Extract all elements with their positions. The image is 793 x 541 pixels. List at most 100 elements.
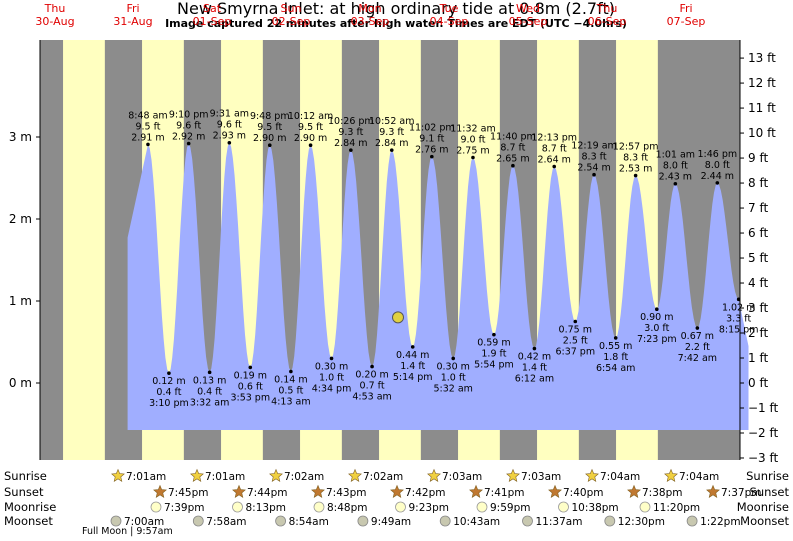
day-of-week: Thu xyxy=(596,2,618,15)
high-tide-ft: 9.5 ft xyxy=(298,122,323,133)
right-tick-label: −3 ft xyxy=(748,451,779,465)
axes: 0 m 1 m 2 m 3 m 13 ft 12 ft 11 ft 10 ft 9 ft 8 ft… xyxy=(9,40,779,465)
low-tide-ft: 1.0 ft xyxy=(319,372,344,383)
high-tide-point xyxy=(430,154,434,159)
low-tide-point xyxy=(655,307,659,312)
moonset-icon xyxy=(686,515,698,527)
day-date: 31-Aug xyxy=(113,15,152,28)
day-of-week: Mon xyxy=(358,2,381,15)
sunrise-time: 7:02am xyxy=(284,471,324,483)
high-tide-point xyxy=(471,155,475,160)
high-tide-time: 11:40 pm xyxy=(490,132,536,143)
moonset-time: 9:49am xyxy=(371,516,411,528)
moonrise-time: 8:13pm xyxy=(246,502,286,514)
low-tide-time: 4:13 am xyxy=(271,397,310,408)
sunset-icon xyxy=(548,484,562,498)
sunrise-time: 7:03am xyxy=(442,471,482,483)
right-tick-label: 0 ft xyxy=(748,376,768,390)
high-tide-ft: 9.1 ft xyxy=(419,134,444,145)
high-tide-point xyxy=(186,141,191,146)
high-tide-time: 11:02 pm xyxy=(409,123,455,134)
low-tide-ft: 2.2 ft xyxy=(685,342,710,353)
high-tide-ft: 9.0 ft xyxy=(460,135,485,146)
current-level-marker xyxy=(392,311,404,324)
moonrise-icon xyxy=(558,501,569,513)
sunset-time: 7:44pm xyxy=(247,487,287,499)
right-tick-label: 1 ft xyxy=(748,351,768,365)
low-tide-ft: 2.5 ft xyxy=(563,336,588,347)
high-tide-m: 2.91 m xyxy=(131,132,164,143)
day-of-week: Fri xyxy=(679,2,692,15)
low-tide-ft: 0.7 ft xyxy=(360,381,385,392)
high-tide-point xyxy=(673,181,678,186)
moonset-time: 11:37am xyxy=(536,516,583,528)
tide-area xyxy=(127,142,749,430)
day-of-week: Thu xyxy=(44,2,66,15)
right-tick-label: 6 ft xyxy=(748,226,768,240)
high-tide-m: 2.92 m xyxy=(172,132,205,143)
right-tick-label: 9 ft xyxy=(748,151,768,165)
high-tide-m: 2.44 m xyxy=(701,171,734,182)
high-tide-m: 2.43 m xyxy=(659,172,692,183)
low-tide-point xyxy=(532,346,537,351)
high-tide-m: 2.75 m xyxy=(456,146,489,157)
moonset-icon xyxy=(275,515,287,527)
moonset-icon xyxy=(604,515,616,527)
sunset-icon xyxy=(706,484,720,498)
sunrise-icon xyxy=(348,468,362,482)
moonrise-time: 8:48pm xyxy=(327,502,367,514)
sunset-icon xyxy=(390,484,404,498)
right-tick-label: −1 ft xyxy=(748,401,779,415)
moonset-icon xyxy=(357,515,369,527)
moonrise-row-label-right: Moonrise xyxy=(737,500,789,514)
low-tide-m: 0.30 m xyxy=(436,361,469,372)
right-tick-label: 7 ft xyxy=(748,201,768,215)
sunrise-time: 7:02am xyxy=(363,471,403,483)
high-tide-time: 9:31 am xyxy=(210,109,249,120)
day-date: 30-Aug xyxy=(35,15,74,28)
high-tide-m: 2.90 m xyxy=(294,133,327,144)
low-tide-ft: 1.4 ft xyxy=(400,361,425,372)
day-date: 03-Sep xyxy=(351,15,390,28)
sunset-time: 7:37pm xyxy=(721,487,761,499)
low-tide-ft: 0.4 ft xyxy=(197,386,222,397)
low-tide-m: 0.55 m xyxy=(599,341,632,352)
low-tide-point xyxy=(329,356,334,361)
high-tide-time: 12:13 pm xyxy=(531,133,577,144)
low-tide-m: 0.75 m xyxy=(559,325,592,336)
moonset-time: 12:30pm xyxy=(618,516,665,528)
sunrise-icon xyxy=(585,468,599,482)
low-tide-point xyxy=(613,336,618,340)
day-of-week: Sat xyxy=(203,2,222,15)
sunset-time: 7:38pm xyxy=(642,487,682,499)
moonset-icon xyxy=(110,515,122,527)
sunset-icon xyxy=(232,484,246,498)
sunrise-icon xyxy=(506,468,520,482)
left-tick-label: 1 m xyxy=(9,294,32,308)
low-tide-time: 3:10 pm xyxy=(149,398,189,409)
low-tide-point xyxy=(167,371,171,375)
sunset-time: 7:40pm xyxy=(563,487,603,499)
moonset-time: 1:22pm xyxy=(700,516,740,528)
high-tide-point xyxy=(552,164,557,169)
moonset-time: 7:00am xyxy=(124,516,164,528)
high-tide-ft: 9.6 ft xyxy=(176,121,201,132)
high-tide-point xyxy=(715,181,720,185)
low-tide-ft: 3.0 ft xyxy=(644,323,669,334)
moonset-icon xyxy=(192,515,204,527)
low-tide-ft: 3.3 ft xyxy=(726,313,751,324)
sunset-icon xyxy=(153,484,167,498)
low-tide-ft: 1.0 ft xyxy=(441,372,466,383)
low-tide-m: 0.14 m xyxy=(274,375,307,386)
low-tide-m: 0.59 m xyxy=(477,338,510,349)
low-tide-m: 0.13 m xyxy=(193,375,226,386)
right-tick-label: 10 ft xyxy=(748,126,776,140)
high-tide-point xyxy=(267,143,272,147)
right-tick-label: 2 ft xyxy=(748,326,768,340)
high-tide-ft: 8.3 ft xyxy=(582,152,607,163)
left-tick-label: 3 m xyxy=(9,130,32,144)
high-tide-point xyxy=(227,140,232,145)
moonrise-row-label: Moonrise xyxy=(4,500,56,514)
high-tide-time: 9:48 pm xyxy=(250,111,290,122)
